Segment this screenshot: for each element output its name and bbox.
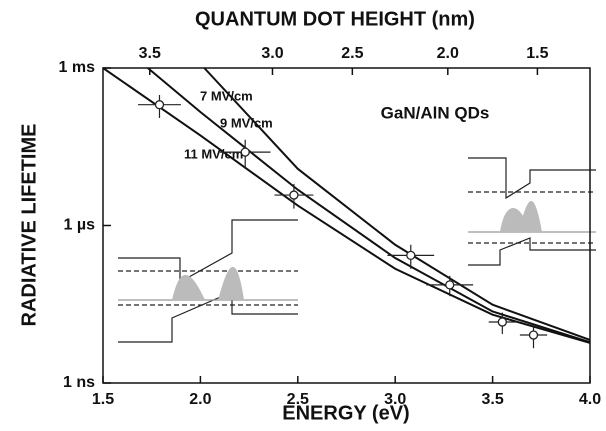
y-axis-title: RADIATIVE LIFETIME	[18, 124, 40, 327]
x-tick-label: 3.0	[384, 391, 406, 408]
y-tick-label: 1 ns	[63, 374, 95, 391]
x-tick-label: 2.0	[189, 391, 211, 408]
curve	[103, 68, 590, 343]
data-point	[155, 101, 163, 109]
curve-label: 9 MV/cm	[220, 115, 273, 130]
data-point	[407, 251, 415, 259]
inset-left	[118, 220, 298, 342]
top-tick-label: 3.5	[139, 45, 161, 62]
data-point	[498, 318, 506, 326]
x-tick-label: 4.0	[579, 391, 601, 408]
y-tick-label: 1 ms	[59, 59, 96, 76]
top-tick-label: 2.5	[341, 45, 363, 62]
top-axis-title: QUANTUM DOT HEIGHT (nm)	[195, 8, 475, 30]
curve-label: 7 MV/cm	[200, 88, 253, 103]
top-tick-label: 1.5	[526, 45, 548, 62]
curve-label: 11 MV/cm	[184, 146, 243, 161]
top-tick-label: 3.0	[261, 45, 283, 62]
data-point	[530, 331, 538, 339]
top-tick-label: 2.0	[437, 45, 459, 62]
x-tick-label: 2.5	[287, 391, 309, 408]
data-point	[290, 191, 298, 199]
curve	[148, 68, 590, 342]
data-point	[241, 148, 249, 156]
inset-right	[468, 158, 596, 265]
annotation: GaN/AlN QDs	[381, 103, 490, 122]
y-tick-label: 1 µs	[64, 217, 96, 234]
x-tick-label: 3.5	[481, 391, 503, 408]
chart: QUANTUM DOT HEIGHT (nm) ENERGY (eV) RADI…	[0, 0, 606, 431]
data-point	[446, 281, 454, 289]
x-tick-label: 1.5	[92, 391, 114, 408]
